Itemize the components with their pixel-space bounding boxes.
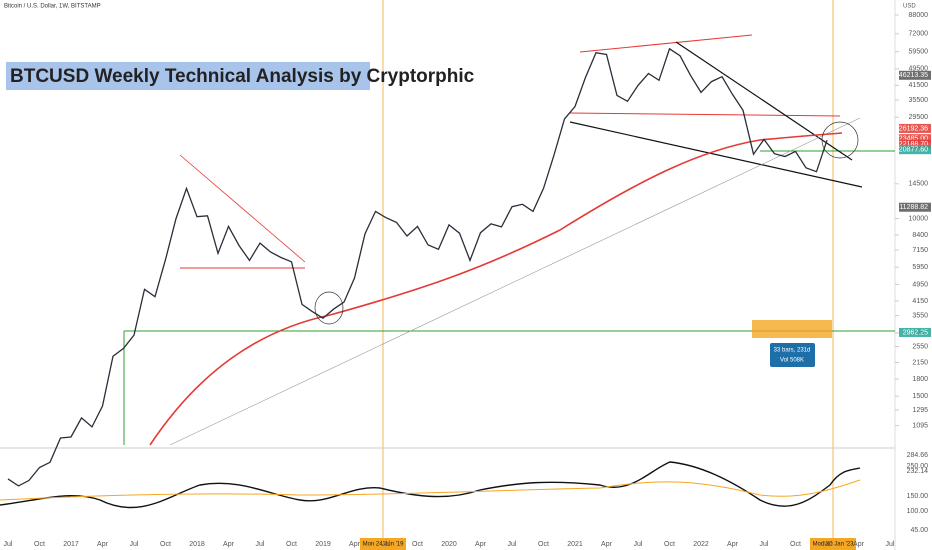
price-label: 20877.60	[899, 147, 928, 154]
x-tick-label: Apr	[727, 541, 739, 548]
trend-line	[169, 117, 861, 446]
trend-line	[675, 41, 853, 161]
price-badge	[899, 202, 931, 212]
y-tick-label: 1295	[912, 407, 928, 414]
trend-line	[569, 121, 863, 188]
x-tick-label: Oct	[286, 541, 297, 548]
resistance-line	[569, 112, 841, 117]
price-label: 11288.82	[899, 204, 928, 211]
moving-average	[149, 132, 843, 446]
price-label: 2962.25	[903, 329, 928, 336]
measure-tooltip	[770, 343, 815, 367]
x-tick-label: Jul	[508, 541, 517, 548]
indicator-line	[0, 461, 861, 509]
x-tick-label: 2021	[567, 541, 583, 548]
y-tick-label: 8400	[912, 232, 928, 239]
x-tick-label: Oct	[412, 541, 423, 548]
price-label: 22188.70	[899, 141, 928, 148]
y-tick-label: 4950	[912, 281, 928, 288]
title-box	[6, 62, 370, 90]
y-tick-label: 35500	[909, 97, 929, 104]
chart-header: Bitcoin / U.S. Dollar, 1W, BITSTAMP	[4, 4, 101, 10]
y-tick-label: 88000	[909, 12, 929, 19]
indicator-label: 100.00	[907, 508, 929, 515]
x-tick-label: 2019	[315, 541, 331, 548]
y-tick-label: 2550	[912, 343, 928, 350]
x-tick-label: Oct	[34, 541, 45, 548]
currency: USD	[903, 4, 916, 10]
y-tick-label: 10000	[909, 215, 929, 222]
date-marker: Mon 30 Jan '23	[813, 542, 855, 548]
price-line	[7, 47, 828, 487]
x-tick-label: Jul	[130, 541, 139, 548]
y-tick-label: 29500	[909, 114, 929, 121]
date-marker: Mon 24 Jun '19	[363, 542, 405, 548]
indicator-label: 150.00	[907, 493, 929, 500]
y-tick-label: 14500	[909, 181, 929, 188]
x-tick-label: Apr	[349, 541, 361, 548]
price-label: 46213.35	[899, 72, 928, 79]
y-tick-label: 1800	[912, 376, 928, 383]
price-badge	[899, 123, 931, 133]
x-tick-label: Oct	[538, 541, 549, 548]
chart-title: BTCUSD Weekly Technical Analysis by Cryp…	[10, 66, 475, 87]
x-tick-label: Oct	[160, 541, 171, 548]
x-tick-label: Oct	[790, 541, 801, 548]
y-tick-label: 49500	[909, 66, 929, 73]
date-badge	[360, 538, 406, 550]
x-tick-label: Jul	[886, 541, 895, 548]
y-tick-label: 41500	[909, 82, 929, 89]
price-badge	[899, 134, 931, 144]
x-tick-label: Apr	[475, 541, 487, 548]
price-badge	[899, 139, 931, 149]
x-tick-label: Oct	[664, 541, 675, 548]
x-tick-label: 2020	[441, 541, 457, 548]
measure-vol: Vol 508K	[780, 358, 804, 364]
x-tick-label: Apr	[223, 541, 235, 548]
highlight-circle	[314, 291, 344, 325]
x-tick-label: 2018	[189, 541, 205, 548]
y-tick-label: 1500	[912, 393, 928, 400]
measure-bars: 33 bars, 231d	[774, 348, 811, 354]
indicator-signal	[0, 479, 861, 501]
indicator-label: 232.14	[907, 468, 929, 475]
x-tick-label: Jul	[256, 541, 265, 548]
measure-box	[752, 320, 832, 338]
x-tick-label: Jul	[634, 541, 643, 548]
price-label: 23485.00	[899, 136, 928, 143]
indicator-label: 284.66	[907, 452, 929, 459]
price-badge	[899, 70, 931, 80]
price-label: 26192.36	[899, 125, 928, 132]
x-tick-label: Apr	[97, 541, 109, 548]
channel-line	[579, 34, 753, 53]
y-tick-label: 4150	[912, 298, 928, 305]
y-tick-label: 5950	[912, 264, 928, 271]
y-tick-label: 1095	[912, 422, 928, 429]
y-tick-label: 59500	[909, 48, 929, 55]
x-tick-label: Jul	[4, 541, 13, 548]
x-tick-label: 2017	[63, 541, 79, 548]
price-badge	[899, 145, 931, 155]
x-tick-label: 2022	[693, 541, 709, 548]
trend-line	[179, 154, 306, 263]
indicator-label: 45.00	[910, 527, 928, 534]
x-tick-label: Jul	[760, 541, 769, 548]
x-tick-label: Jul	[382, 541, 391, 548]
highlight-circle	[821, 121, 859, 159]
date-badge	[810, 538, 856, 550]
price-badge	[899, 327, 931, 337]
x-tick-label: Apr	[853, 541, 865, 548]
indicator-label: 250.00	[907, 463, 929, 470]
y-tick-label: 2150	[912, 359, 928, 366]
x-tick-label: Apr	[601, 541, 613, 548]
x-tick-label: Jan	[821, 541, 832, 548]
y-tick-label: 72000	[909, 31, 929, 38]
y-tick-label: 3550	[912, 312, 928, 319]
y-tick-label: 7150	[912, 247, 928, 254]
